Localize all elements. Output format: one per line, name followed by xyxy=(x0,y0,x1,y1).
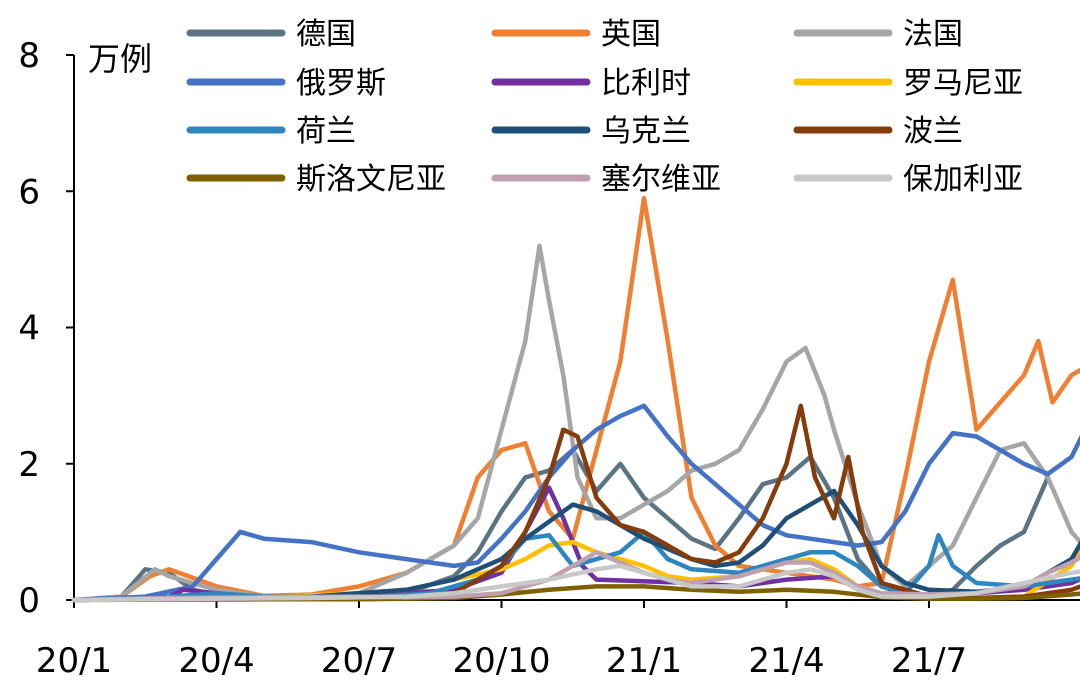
y-tick-label: 0 xyxy=(18,581,40,621)
series-lines xyxy=(71,195,1080,603)
x-tick-label: 21/7 xyxy=(891,641,967,681)
x-tick-label: 20/7 xyxy=(321,641,397,681)
legend-label: 罗马尼亚 xyxy=(903,66,1023,101)
legend-label: 乌克兰 xyxy=(601,114,691,149)
series-line-3 xyxy=(71,403,1080,603)
legend-label: 保加利亚 xyxy=(903,162,1023,197)
series-line-6 xyxy=(71,529,1080,603)
x-tick-label: 21/1 xyxy=(606,641,682,681)
y-tick-label: 8 xyxy=(18,36,40,76)
x-tick-label: 20/1 xyxy=(36,641,112,681)
series-line-8 xyxy=(71,403,1080,603)
legend-label: 俄罗斯 xyxy=(296,66,386,101)
x-tick-label: 20/10 xyxy=(453,641,551,681)
legend-label: 德国 xyxy=(296,17,356,52)
axes: 0 2 4 6 8 20/1 20/4 20/7 20/10 21/1 21/4 21/7 xyxy=(18,36,1080,681)
y-tick-label: 6 xyxy=(18,172,40,212)
legend-label: 斯洛文尼亚 xyxy=(296,162,446,197)
x-tick-label: 20/4 xyxy=(178,641,254,681)
legend-label: 波兰 xyxy=(903,114,963,149)
series-line-1 xyxy=(71,195,1080,603)
legend-label: 荷兰 xyxy=(296,114,356,149)
x-tick-label: 21/4 xyxy=(748,641,824,681)
series-line-11 xyxy=(71,563,1080,603)
legend-label: 法国 xyxy=(903,17,963,52)
y-axis-unit-label: 万例 xyxy=(88,40,152,78)
legend-label: 比利时 xyxy=(601,66,691,101)
legend-label: 塞尔维亚 xyxy=(601,162,721,197)
legend-label: 英国 xyxy=(601,17,661,52)
y-tick-label: 2 xyxy=(18,445,40,485)
y-tick-label: 4 xyxy=(18,309,40,349)
